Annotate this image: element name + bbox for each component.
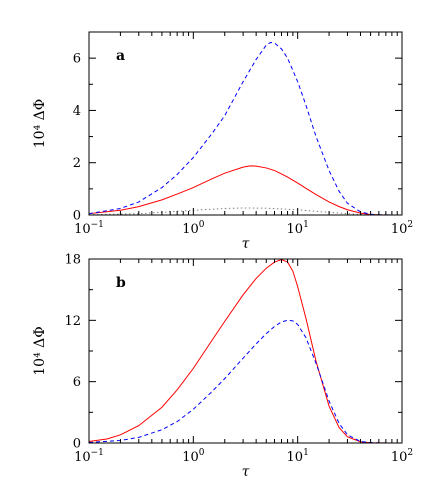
x-tick-label: 100: [182, 220, 205, 237]
y-tick-label: 12: [64, 314, 81, 329]
x-axis-label: τ: [242, 464, 250, 480]
x-tick-label: 102: [391, 448, 413, 465]
x-tick-label: 10−1: [74, 448, 104, 465]
panel-a: 10−1 100 101 102 0 2 4 6 τ 10⁴ ΔΦ a: [32, 31, 413, 252]
x-tick-label: 10−1: [74, 220, 104, 237]
x-tick-label: 101: [287, 448, 309, 465]
series-line-solid: [88, 165, 403, 216]
y-tick-label: 6: [73, 375, 81, 390]
y-tick-label: 18: [64, 253, 81, 268]
series-line-solid: [88, 258, 403, 444]
y-tick-label: 0: [73, 209, 81, 224]
panel-label: b: [116, 275, 126, 291]
plot-frame: [88, 258, 403, 444]
series-line-dashed: [88, 41, 403, 216]
series-line-dashed: [88, 319, 403, 444]
panel-b: 10−1 100 101 102 0 6 12 18 τ 10⁴ ΔΦ b: [32, 253, 413, 481]
y-axis-label: 10⁴ ΔΦ: [32, 326, 48, 375]
y-tick-label: 4: [73, 104, 81, 119]
y-tick-label: 6: [73, 52, 81, 67]
y-tick-label: 2: [73, 156, 81, 171]
x-axis-label: τ: [242, 236, 250, 252]
y-tick-label: 0: [73, 437, 81, 452]
x-tick-label: 101: [287, 220, 309, 237]
y-axis-label: 10⁴ ΔΦ: [32, 99, 48, 148]
x-tick-label: 100: [182, 448, 205, 465]
plot-frame: [88, 31, 403, 216]
panel-label: a: [116, 48, 125, 64]
x-tick-label: 102: [391, 220, 413, 237]
